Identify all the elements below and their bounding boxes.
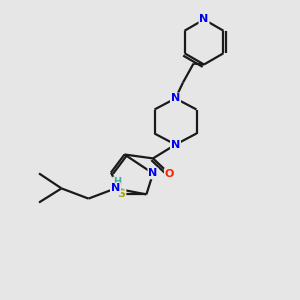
Text: H: H [113,177,121,188]
Text: N: N [148,168,158,178]
Text: O: O [165,169,174,179]
Text: N: N [111,183,120,194]
Text: N: N [171,93,180,103]
Text: S: S [118,189,125,200]
Text: N: N [200,14,208,25]
Text: N: N [171,140,180,150]
